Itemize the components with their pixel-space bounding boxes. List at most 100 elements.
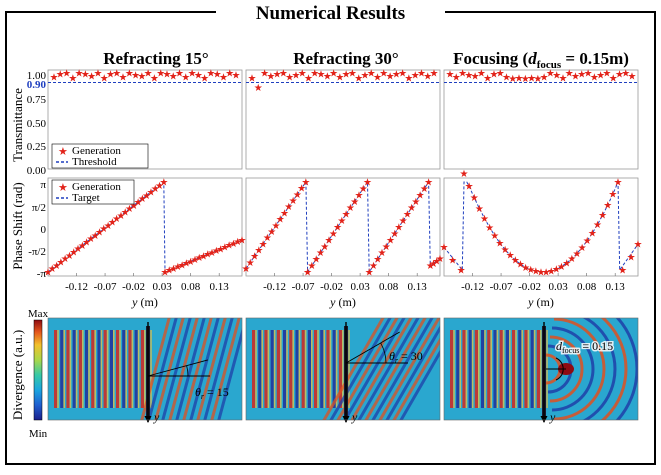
transmittance-point: ★ bbox=[310, 69, 319, 80]
phase-point: ★ bbox=[301, 178, 310, 189]
phase-point: ★ bbox=[603, 200, 612, 211]
phase-point: ★ bbox=[263, 233, 272, 244]
phase-point: ★ bbox=[108, 218, 117, 229]
incident-wavefront-highlight bbox=[298, 330, 301, 408]
transmittance-point: ★ bbox=[596, 70, 605, 81]
phase-point: ★ bbox=[424, 178, 433, 189]
field-annotation-focus: dfocus = 0.15 dfocus = 0.15 bbox=[555, 338, 615, 357]
incident-wavefront bbox=[474, 330, 478, 408]
trans-legend-threshold: Threshold bbox=[72, 156, 117, 168]
phase-point: ★ bbox=[69, 247, 78, 258]
phase-xlabel: y (m) bbox=[329, 295, 356, 309]
incident-wavefront-highlight bbox=[515, 330, 517, 408]
incident-wavefront-highlight bbox=[540, 330, 542, 408]
incident-wavefront-highlight bbox=[280, 330, 282, 408]
phase-point: ★ bbox=[369, 261, 378, 272]
incident-wavefront bbox=[72, 330, 76, 408]
panel-column-0: ★★★★★★★★★★★★★★★★★★★★★★★★★★★★★★★★★★★★★★★★… bbox=[44, 69, 247, 279]
transmittance-point: ★ bbox=[452, 72, 461, 83]
incident-wavefront-highlight bbox=[496, 330, 499, 408]
transmittance-point: ★ bbox=[540, 72, 549, 83]
transmittance-point: ★ bbox=[348, 69, 357, 80]
incident-wavefront bbox=[462, 330, 466, 408]
phase-point: ★ bbox=[284, 202, 293, 213]
title-mask bbox=[216, 2, 445, 24]
incident-wavefront bbox=[128, 330, 132, 408]
transmittance-point: ★ bbox=[225, 69, 234, 80]
incident-wavefront-highlight bbox=[150, 330, 152, 408]
phase-ytick-zero: 0 bbox=[41, 224, 47, 236]
phase-point: ★ bbox=[216, 244, 225, 255]
incident-wavefront-highlight bbox=[261, 330, 263, 408]
transmittance-point: ★ bbox=[260, 69, 269, 80]
phase-point: ★ bbox=[386, 235, 395, 246]
incident-wavefront-highlight bbox=[255, 330, 257, 408]
transmittance-point: ★ bbox=[584, 69, 593, 80]
phase-xlabel: y (m) bbox=[131, 295, 158, 309]
phase-point: ★ bbox=[403, 210, 412, 221]
phase-legend-generation: Generation bbox=[72, 181, 121, 193]
phase-point: ★ bbox=[186, 257, 195, 268]
transmittance-point: ★ bbox=[285, 72, 294, 83]
phase-point: ★ bbox=[485, 223, 494, 234]
incident-wavefront-highlight bbox=[478, 330, 480, 408]
phase-point: ★ bbox=[116, 211, 125, 222]
phase-point: ★ bbox=[390, 229, 399, 240]
focused-wavefront bbox=[553, 318, 606, 420]
transmittance-point: ★ bbox=[392, 69, 401, 80]
incident-wavefront bbox=[524, 330, 528, 408]
phase-point: ★ bbox=[242, 264, 251, 275]
transmitted-wavefront bbox=[318, 318, 403, 420]
incident-wavefront bbox=[326, 330, 330, 408]
transmittance-point: ★ bbox=[131, 70, 140, 81]
transmittance-point: ★ bbox=[521, 74, 530, 85]
transmittance-point: ★ bbox=[206, 69, 215, 80]
incident-wavefront-highlight bbox=[75, 330, 78, 408]
field-y-axis-label: y bbox=[549, 410, 556, 424]
phase-xtick-label: 0.13 bbox=[408, 281, 428, 293]
field-y-axis-label: y bbox=[351, 410, 358, 424]
refracted-guide bbox=[147, 359, 209, 377]
phase-point: ★ bbox=[342, 210, 351, 221]
phase-point: ★ bbox=[134, 198, 143, 209]
incident-wavefront bbox=[60, 330, 64, 408]
transmittance-point: ★ bbox=[565, 69, 574, 80]
incident-wavefront-highlight bbox=[502, 330, 505, 408]
transmittance-point: ★ bbox=[68, 73, 77, 84]
incident-wavefront-highlight bbox=[342, 330, 344, 408]
phase-point: ★ bbox=[112, 214, 121, 225]
annotation-focus-halo: dfocus = 0.15 bbox=[556, 339, 613, 355]
target-line bbox=[47, 180, 243, 273]
transmittance-point: ★ bbox=[219, 72, 228, 83]
phase-point: ★ bbox=[552, 265, 561, 276]
phase-point: ★ bbox=[267, 227, 276, 238]
phase-point: ★ bbox=[259, 239, 268, 250]
incident-wavefront-highlight bbox=[267, 330, 270, 408]
phase-ytick-pi: π bbox=[40, 179, 46, 191]
annotation-focus: dfocus = 0.15 bbox=[556, 339, 613, 355]
phase-point: ★ bbox=[129, 201, 138, 212]
phase-xtick-label: 0.08 bbox=[181, 281, 201, 293]
phase-point: ★ bbox=[394, 223, 403, 234]
phase-point: ★ bbox=[160, 267, 169, 278]
incident-wavefront-highlight bbox=[273, 330, 276, 408]
phase-point: ★ bbox=[190, 255, 199, 266]
phase-point: ★ bbox=[399, 216, 408, 227]
phase-point: ★ bbox=[250, 252, 259, 263]
incident-wavefront bbox=[456, 330, 460, 408]
transmitted-wavefront bbox=[140, 318, 185, 420]
phase-point: ★ bbox=[104, 221, 113, 232]
transmitted-wavefront bbox=[189, 318, 234, 420]
phase-point: ★ bbox=[490, 231, 499, 242]
phase-point: ★ bbox=[359, 184, 368, 195]
phase-plot-frame bbox=[245, 177, 441, 277]
transmittance-point: ★ bbox=[100, 73, 109, 84]
transmittance-point: ★ bbox=[546, 69, 555, 80]
trans-legend-generation: Generation bbox=[72, 145, 121, 157]
phase-point: ★ bbox=[297, 184, 306, 195]
transmittance-plot-frame bbox=[443, 69, 639, 170]
phase-point: ★ bbox=[382, 242, 391, 253]
phase-point: ★ bbox=[411, 197, 420, 208]
incident-wavefront bbox=[85, 330, 89, 408]
